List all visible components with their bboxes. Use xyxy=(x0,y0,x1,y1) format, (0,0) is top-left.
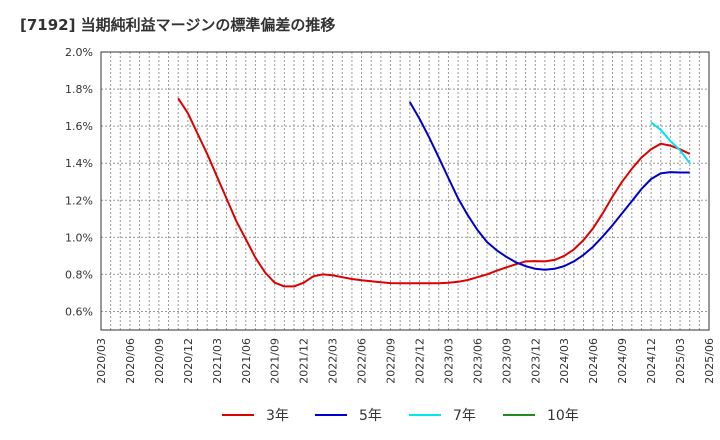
tick-layer: 0.6% 0.8% 1.0% 1.2% 1.4% 1.6% 1.8% 2.0% 2020/03 2… xyxy=(65,46,716,384)
x-tick-label: 2023/03 xyxy=(442,338,455,384)
legend-label: 3年 xyxy=(266,408,289,424)
series-line-7年 xyxy=(650,121,691,164)
y-tick-label: 0.6% xyxy=(65,305,93,318)
x-tick-label: 2020/03 xyxy=(95,338,108,384)
x-tick-label: 2023/06 xyxy=(471,338,484,384)
y-tick-label: 1.2% xyxy=(65,194,93,207)
series-layer xyxy=(177,97,691,288)
x-tick-label: 2020/12 xyxy=(182,338,195,384)
x-tick-label: 2022/12 xyxy=(413,338,426,384)
x-tick-label: 2021/03 xyxy=(211,338,224,384)
y-tick-label: 1.8% xyxy=(65,83,93,96)
series-line-3年 xyxy=(177,97,691,288)
x-tick-label: 2025/03 xyxy=(674,338,687,384)
x-tick-label: 2023/12 xyxy=(529,338,542,384)
x-tick-label: 2021/09 xyxy=(269,338,282,384)
plot-frame xyxy=(100,51,710,331)
x-tick-label: 2021/06 xyxy=(240,338,253,384)
x-tick-label: 2022/03 xyxy=(327,338,340,384)
x-tick-label: 2020/06 xyxy=(124,338,137,384)
series-line-5年 xyxy=(408,101,690,271)
legend: 3年 5年 7年 10年 xyxy=(222,408,579,424)
x-tick-label: 2024/06 xyxy=(587,338,600,384)
y-tick-label: 2.0% xyxy=(65,46,93,59)
x-tick-label: 2025/06 xyxy=(703,338,716,384)
y-tick-label: 1.6% xyxy=(65,120,93,133)
legend-label: 5年 xyxy=(359,408,382,424)
y-tick-label: 1.0% xyxy=(65,231,93,244)
grid-layer xyxy=(101,52,709,330)
legend-label: 7年 xyxy=(453,408,476,424)
y-tick-label: 0.8% xyxy=(65,268,93,281)
chart-title: [7192] 当期純利益マージンの標準偏差の推移 xyxy=(20,16,336,34)
x-tick-label: 2022/09 xyxy=(385,338,398,384)
legend-label: 10年 xyxy=(547,408,579,424)
x-tick-label: 2024/09 xyxy=(616,338,629,384)
x-tick-label: 2020/09 xyxy=(153,338,166,384)
x-tick-label: 2023/09 xyxy=(500,338,513,384)
y-tick-label: 1.4% xyxy=(65,157,93,170)
x-tick-label: 2024/03 xyxy=(558,338,571,384)
x-tick-label: 2021/12 xyxy=(298,338,311,384)
x-tick-label: 2022/06 xyxy=(356,338,369,384)
x-tick-label: 2024/12 xyxy=(645,338,658,384)
